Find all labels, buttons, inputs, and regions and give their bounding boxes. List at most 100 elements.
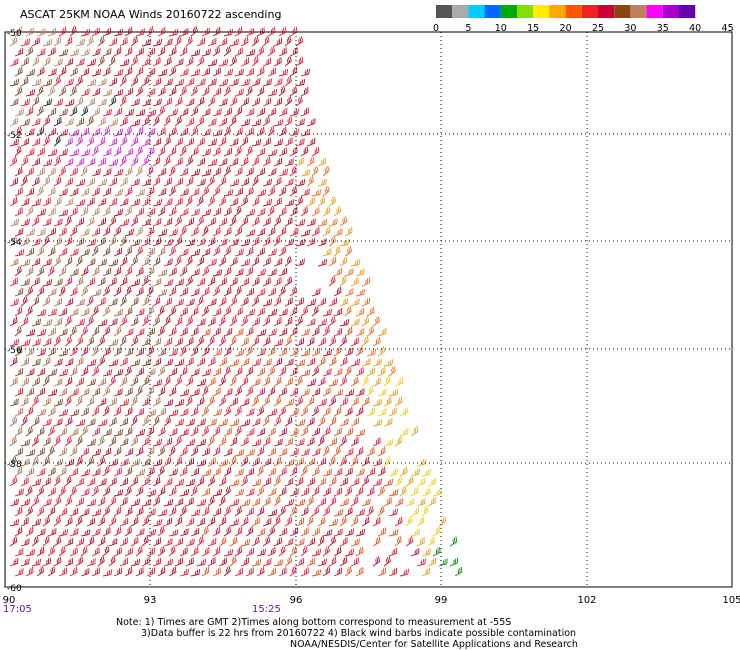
wind-barb <box>135 86 143 97</box>
wind-barb <box>256 86 265 97</box>
wind-barb <box>69 207 78 217</box>
wind-barb <box>284 158 294 167</box>
wind-barb <box>141 116 150 127</box>
wind-barb <box>256 27 265 37</box>
wind-barb <box>130 119 141 127</box>
wind-barb <box>58 166 66 177</box>
wind-barb <box>284 498 295 507</box>
wind-barb <box>256 307 265 317</box>
wind-barb <box>174 96 183 107</box>
wind-barb <box>25 228 36 237</box>
wind-barb <box>229 197 239 207</box>
wind-barb <box>300 206 309 217</box>
wind-barb <box>108 555 116 567</box>
wind-barb <box>80 165 88 177</box>
wind-barb <box>168 28 179 37</box>
wind-barb <box>91 427 100 437</box>
wind-barb <box>234 88 244 97</box>
wind-barb <box>256 147 266 157</box>
wind-barb <box>31 238 41 247</box>
wind-barb <box>31 257 41 267</box>
wind-barb <box>339 556 348 567</box>
wind-barb <box>97 478 107 487</box>
wind-barb <box>97 277 106 287</box>
wind-barb <box>135 446 144 457</box>
wind-barb <box>36 147 45 157</box>
wind-barb <box>300 86 309 97</box>
wind-barb <box>383 418 393 427</box>
wind-barb <box>229 536 238 547</box>
wind-barb <box>146 467 155 477</box>
wind-barb <box>185 557 194 567</box>
wind-barb <box>53 218 63 227</box>
wind-barb <box>91 245 99 257</box>
wind-barb <box>113 547 122 557</box>
wind-barb <box>75 96 84 107</box>
wind-barb <box>190 25 198 37</box>
wind-barb <box>223 448 233 457</box>
wind-barb <box>201 86 210 97</box>
wind-barb <box>306 477 315 487</box>
wind-barb <box>185 77 195 87</box>
wind-barb <box>141 437 150 447</box>
wind-barb <box>179 266 188 277</box>
wind-barb <box>124 166 133 177</box>
wind-barb <box>174 137 183 147</box>
wind-barb <box>20 339 31 347</box>
wind-barb <box>152 237 161 247</box>
wind-barb <box>339 216 348 227</box>
wind-barb <box>295 258 305 267</box>
wind-barb <box>300 448 310 457</box>
wind-barb <box>251 358 261 367</box>
wind-barb <box>168 409 179 417</box>
wind-barb <box>190 426 199 437</box>
wind-barb <box>262 57 272 67</box>
wind-barb <box>240 538 251 547</box>
wind-barb <box>179 167 189 177</box>
wind-barb <box>262 257 271 267</box>
wind-barb <box>91 289 102 297</box>
legend-swatch <box>598 5 615 18</box>
wind-barb <box>124 126 132 137</box>
wind-barb <box>135 245 143 257</box>
wind-barb <box>251 497 261 507</box>
wind-barb <box>36 387 45 397</box>
wind-barb <box>372 377 381 387</box>
wind-barb <box>58 209 69 217</box>
wind-barb <box>185 98 195 107</box>
wind-barb <box>218 516 227 527</box>
wind-barb <box>97 117 106 127</box>
wind-barb <box>152 438 163 447</box>
wind-barb <box>108 496 117 507</box>
wind-barb <box>295 557 305 567</box>
wind-barb <box>218 459 229 467</box>
wind-barb <box>311 347 320 357</box>
wind-barb <box>157 486 166 497</box>
wind-barb <box>306 118 316 127</box>
wind-barb <box>251 35 259 47</box>
wind-barb <box>31 177 40 187</box>
wind-barb <box>168 66 177 77</box>
wind-barb <box>20 498 30 507</box>
legend-swatch <box>646 5 663 18</box>
wind-barb <box>317 516 326 527</box>
wind-barb <box>53 418 63 427</box>
wind-barb <box>36 408 46 417</box>
wind-barb <box>179 366 188 377</box>
wind-barb <box>427 536 436 547</box>
wind-barb <box>53 475 61 487</box>
wind-barb <box>284 96 292 107</box>
wind-barb <box>295 179 306 187</box>
wind-barb <box>394 377 404 387</box>
wind-barb <box>317 196 326 207</box>
wind-barb <box>207 395 215 407</box>
wind-barb <box>190 485 198 497</box>
wind-barb <box>97 397 107 407</box>
wind-barb <box>9 218 19 227</box>
wind-barb <box>416 537 425 547</box>
wind-barb <box>152 557 162 567</box>
wind-barb <box>267 308 278 317</box>
wind-barb <box>328 396 337 407</box>
legend-label: 5 <box>465 23 471 34</box>
wind-barb <box>212 108 222 117</box>
